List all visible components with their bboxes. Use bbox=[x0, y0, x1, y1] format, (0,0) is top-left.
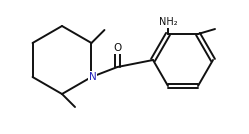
Text: NH₂: NH₂ bbox=[159, 17, 177, 27]
Text: O: O bbox=[113, 43, 122, 53]
Text: N: N bbox=[89, 72, 96, 82]
